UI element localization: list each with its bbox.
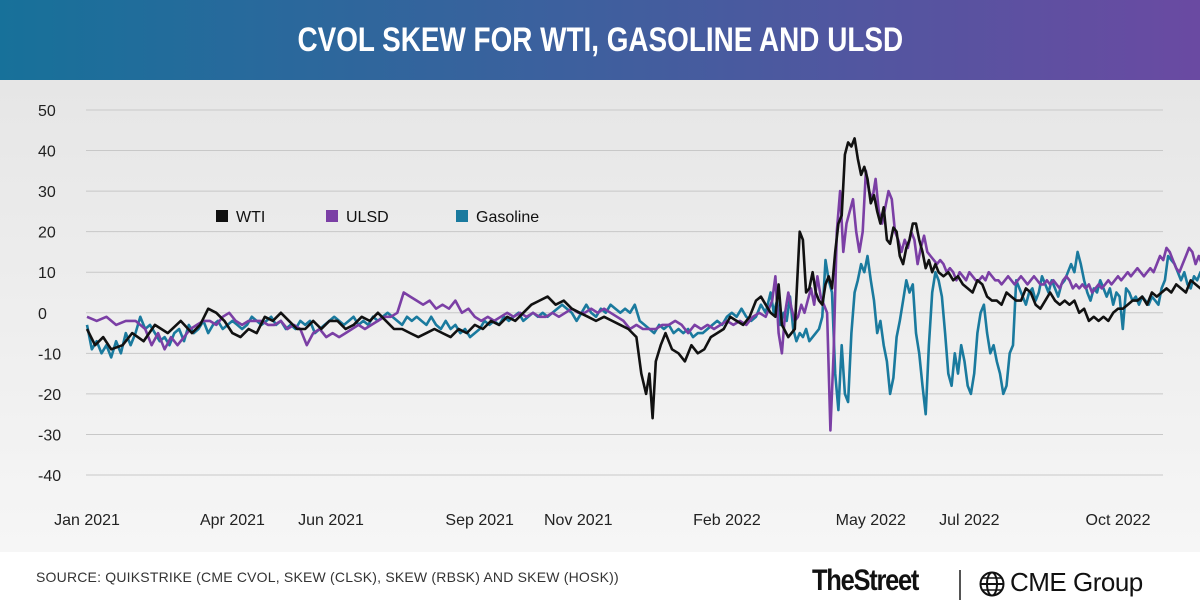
x-tick-label: Sep 2021 [445,512,514,529]
source-note: SOURCE: QUIKSTRIKE (CME CVOL, SKEW (CLSK… [36,569,619,585]
y-tick-label: 30 [38,184,56,201]
legend-swatch-ulsd [326,210,338,222]
title-banner: CVOL SKEW FOR WTI, GASOLINE AND ULSD [0,0,1200,80]
legend-swatch-wti [216,210,228,222]
chart-title: CVOL SKEW FOR WTI, GASOLINE AND ULSD [297,20,903,59]
y-axis-ticks: 50 40 30 20 10 0 -10 -20 -30 -40 [38,103,61,485]
y-tick-label: 0 [38,306,47,323]
x-tick-label: Nov 2021 [544,512,613,529]
x-tick-label: Jun 2021 [298,512,364,529]
y-tick-label: -10 [38,346,61,363]
chart-area: 50 40 30 20 10 0 -10 -20 -30 -40 Jan 2021 Apr 2021… [0,80,1200,552]
y-tick-label: -30 [38,427,61,444]
legend-label: WTI [236,209,265,226]
x-tick-label: May 2022 [836,512,906,529]
series-line-ulsd [86,169,1200,432]
series-line-wti [85,137,1200,420]
y-tick-label: 20 [38,225,56,242]
footer: SOURCE: QUIKSTRIKE (CME CVOL, SKEW (CLSK… [0,552,1200,616]
x-tick-label: Jan 2021 [54,512,120,529]
logo-divider [959,570,961,600]
series-layer [85,137,1200,432]
y-tick-label: -40 [38,468,61,485]
x-axis-ticks: Jan 2021 Apr 2021 Jun 2021 Sep 2021 Nov 2021… [54,512,1150,529]
legend: WTI ULSD Gasoline [216,209,539,226]
legend-swatch-gasoline [456,210,468,222]
globe-icon [979,571,1005,597]
line-chart: 50 40 30 20 10 0 -10 -20 -30 -40 Jan 2021 Apr 2021… [38,103,1200,529]
legend-label: Gasoline [476,209,539,226]
grid-layer [86,109,1163,476]
cme-group-logo: CME Group [1010,567,1143,597]
y-tick-label: -20 [38,387,61,404]
x-tick-label: Jul 2022 [939,512,1000,529]
thestreet-logo: TheStreet [812,564,919,597]
y-tick-label: 40 [38,144,56,161]
y-tick-label: 50 [38,103,56,120]
x-tick-label: Feb 2022 [693,512,761,529]
x-tick-label: Oct 2022 [1086,512,1151,529]
legend-label: ULSD [346,209,389,226]
y-tick-label: 10 [38,265,56,282]
x-tick-label: Apr 2021 [200,512,265,529]
